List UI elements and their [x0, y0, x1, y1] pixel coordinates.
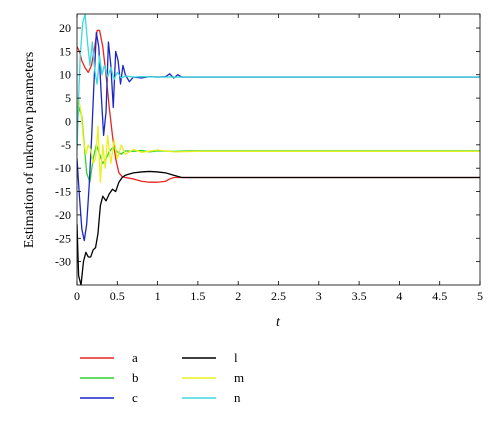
- y-axis-label: Estimation of unknown parameters: [22, 52, 37, 248]
- y-tick-label: 0: [65, 114, 71, 128]
- y-tick-label: -20: [55, 208, 71, 222]
- x-tick-label: 3.5: [352, 289, 367, 303]
- legend-label-n: n: [234, 390, 241, 405]
- x-tick-label: 5: [477, 289, 483, 303]
- y-tick-label: 10: [59, 68, 71, 82]
- x-tick-label: 3: [316, 289, 322, 303]
- x-tick-label: 2.5: [271, 289, 286, 303]
- y-tick-label: 20: [59, 21, 71, 35]
- x-tick-label: 0.5: [110, 289, 125, 303]
- legend-label-a: a: [132, 350, 138, 365]
- y-tick-label: 15: [59, 44, 71, 58]
- x-tick-label: 1: [155, 289, 161, 303]
- legend: abc lmn: [80, 350, 244, 405]
- legend-label-c: c: [132, 390, 138, 405]
- x-tick-label: 4.5: [432, 289, 447, 303]
- x-axis-label: t: [276, 315, 281, 330]
- x-tick-label: 4: [396, 289, 402, 303]
- plot-area: [77, 14, 480, 285]
- y-tick-label: 5: [65, 91, 71, 105]
- series-layer: [77, 14, 480, 285]
- series-line-c: [77, 32, 480, 242]
- x-tick-label: 1.5: [190, 289, 205, 303]
- y-tick-label: -10: [55, 161, 71, 175]
- x-tick-label: 2: [235, 289, 241, 303]
- y-tick-label: -5: [61, 138, 71, 152]
- series-line-l: [77, 170, 480, 285]
- series-line-m: [77, 97, 480, 183]
- legend-label-l: l: [234, 350, 238, 365]
- y-tick-label: -15: [55, 185, 71, 199]
- series-line-n: [77, 14, 480, 150]
- legend-label-m: m: [234, 370, 244, 385]
- x-tick-label: 0: [74, 289, 80, 303]
- y-tick-label: -25: [55, 231, 71, 245]
- x-axis: 0 0.5 1 1.5 2 2.5 3 3.5 4 4.5 5: [74, 14, 483, 303]
- legend-label-b: b: [132, 370, 139, 385]
- y-axis: 20 15 10 5 0 -5 -10 -15 -20 -25 -30: [55, 21, 480, 269]
- y-tick-label: -30: [55, 255, 71, 269]
